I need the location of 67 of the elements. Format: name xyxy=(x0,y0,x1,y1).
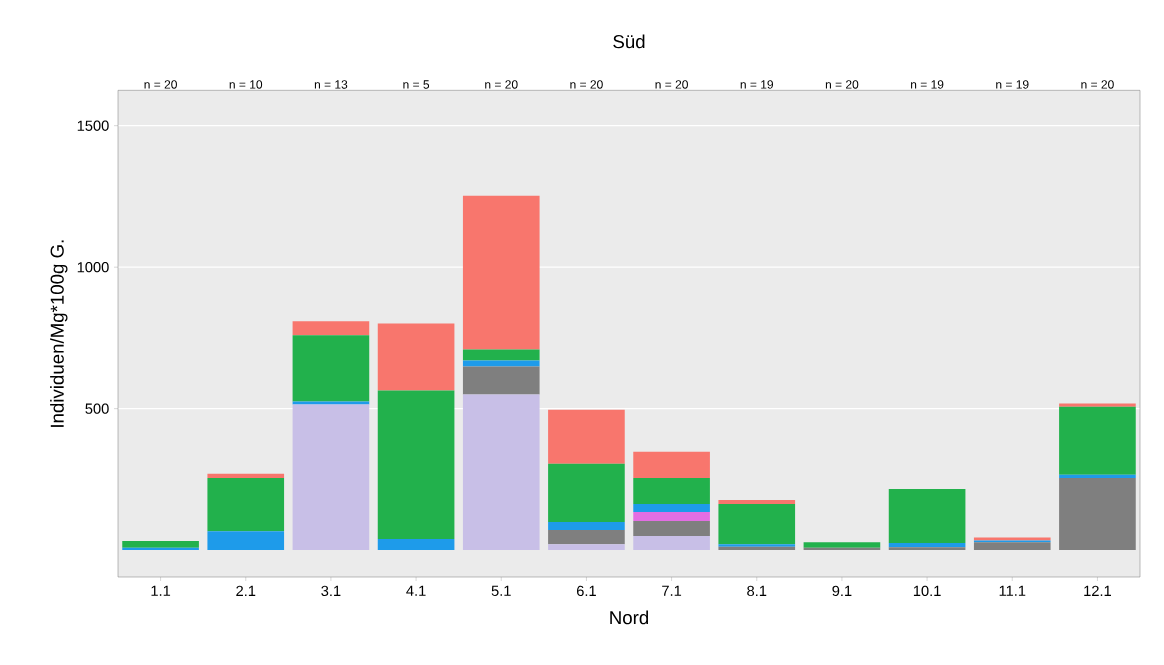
x-tick-label: 11.1 xyxy=(999,585,1026,596)
text: n = 20 xyxy=(825,80,859,89)
x-tick-label: 5.1 xyxy=(491,585,511,596)
bar xyxy=(973,542,1051,551)
bar xyxy=(633,477,710,504)
bar xyxy=(888,543,966,548)
bar xyxy=(377,539,455,551)
y-tick-label: 1500 xyxy=(77,120,109,131)
y-axis-title: Individuen/Mg*100g G. xyxy=(50,240,68,427)
bar xyxy=(633,451,710,478)
bar xyxy=(462,366,540,395)
bar xyxy=(548,530,625,545)
bar xyxy=(888,489,966,544)
y-tick-label: 500 xyxy=(85,403,109,414)
bar xyxy=(633,520,710,536)
bar xyxy=(1059,474,1136,478)
text: n = 19 xyxy=(911,80,944,89)
text: n = 10 xyxy=(229,80,263,89)
bar xyxy=(292,321,370,336)
bar xyxy=(207,477,285,532)
text: n = 19 xyxy=(996,80,1029,89)
bar xyxy=(207,531,285,551)
bar xyxy=(1059,403,1136,407)
bar xyxy=(633,504,710,512)
x-tick-label: 9.1 xyxy=(832,585,852,597)
bar xyxy=(718,544,796,547)
x-tick-label: 1.1 xyxy=(151,585,171,596)
bar xyxy=(292,335,370,402)
text: n = 20 xyxy=(655,80,688,89)
bar xyxy=(548,544,625,551)
bar xyxy=(548,463,625,523)
x-tick-label: 12.1 xyxy=(1084,585,1111,596)
bar xyxy=(888,547,966,551)
bar xyxy=(462,195,540,350)
bar xyxy=(462,394,540,551)
x-tick-label: 8.1 xyxy=(747,585,767,597)
bar xyxy=(207,473,285,478)
bar xyxy=(1059,406,1136,475)
bar xyxy=(718,504,796,545)
chart-title: Süd xyxy=(613,34,645,49)
x-tick-label: 7.1 xyxy=(662,585,682,596)
text: n = 5 xyxy=(403,80,430,89)
x-tick-label: 4.1 xyxy=(406,585,426,596)
x-tick-label: 3.1 xyxy=(321,585,341,597)
text: n = 20 xyxy=(1081,80,1114,89)
x-axis-title: Nord xyxy=(610,610,649,625)
bar xyxy=(377,390,455,540)
x-tick-label: 2.1 xyxy=(236,585,256,596)
bar xyxy=(633,535,710,551)
x-tick-label: 10.1 xyxy=(913,585,941,597)
text: n = 20 xyxy=(570,80,603,89)
bar xyxy=(292,404,370,551)
bar xyxy=(548,522,625,531)
text: n = 20 xyxy=(485,80,518,89)
y-tick-label: 1000 xyxy=(77,261,109,273)
bar xyxy=(548,409,625,464)
bar xyxy=(462,349,540,361)
bar xyxy=(633,511,710,521)
bar xyxy=(1059,477,1136,551)
text: n = 13 xyxy=(314,80,348,89)
bar xyxy=(718,500,796,504)
bar xyxy=(122,541,199,548)
text: n = 19 xyxy=(740,80,774,89)
x-tick-label: 6.1 xyxy=(576,585,596,597)
bar xyxy=(377,323,455,391)
bar xyxy=(803,542,881,548)
text: n = 20 xyxy=(144,80,177,89)
